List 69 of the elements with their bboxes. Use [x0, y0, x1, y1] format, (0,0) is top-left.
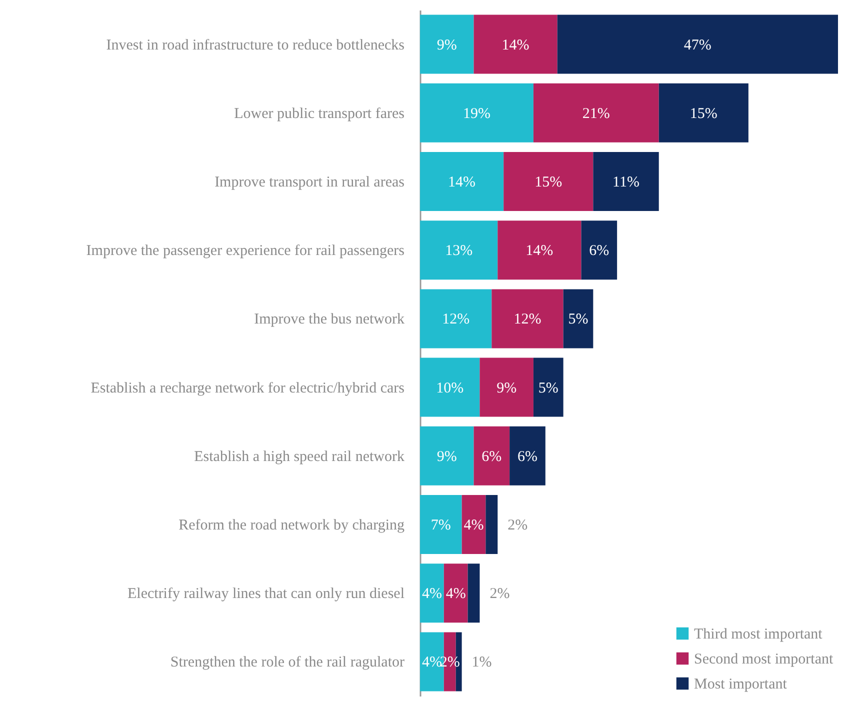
data-label: 14%	[526, 243, 554, 260]
data-label: 4%	[422, 586, 442, 602]
data-label: 5%	[538, 380, 558, 396]
bar	[420, 358, 480, 417]
data-label: 12%	[514, 312, 542, 328]
bar	[533, 358, 564, 417]
bar	[420, 289, 492, 348]
data-label: 10%	[436, 380, 464, 396]
y-tick-label: Establish a recharge network for electric/hybrid cars	[90, 380, 405, 396]
y-tick-label: Improve transport in rural areas	[214, 174, 405, 190]
bar	[420, 426, 474, 486]
data-label: 9%	[436, 448, 457, 465]
data-label: 2%	[490, 586, 510, 602]
bar	[557, 14, 838, 74]
legend-label: Third most important	[694, 626, 824, 642]
bar	[420, 83, 534, 142]
bar	[492, 289, 564, 348]
bar	[474, 14, 558, 74]
y-tick-label: Improve the passenger experience for rail passengers	[86, 243, 405, 260]
y-tick-label: Establish a high speed rail network	[194, 448, 405, 465]
data-label: 4%	[464, 518, 484, 534]
data-label: 12%	[442, 312, 470, 328]
data-label: 13%	[445, 243, 473, 260]
legend-label: Most important	[694, 676, 788, 692]
bar	[486, 495, 498, 554]
bar	[420, 495, 462, 554]
y-tick-label: Reform the road network by charging	[178, 518, 405, 534]
bar	[474, 426, 510, 486]
bar	[468, 564, 480, 623]
bar	[444, 564, 468, 623]
bar	[533, 83, 659, 142]
bar	[462, 495, 486, 554]
bar	[498, 220, 582, 280]
bar	[593, 152, 659, 211]
bar	[510, 426, 546, 486]
data-label: 15%	[534, 174, 562, 190]
data-label: 15%	[690, 106, 718, 122]
data-label: 21%	[582, 106, 610, 122]
data-label: 4%	[446, 586, 466, 602]
y-tick-label: Improve the bus network	[254, 312, 405, 328]
data-label: 14%	[448, 174, 476, 190]
y-tick-label: Lower public transport fares	[234, 106, 405, 122]
data-label: 47%	[684, 37, 712, 54]
bar	[420, 564, 444, 623]
bar	[420, 14, 474, 74]
data-label: 6%	[589, 243, 610, 260]
data-label: 19%	[462, 106, 490, 122]
data-label: 7%	[430, 518, 451, 534]
bar	[504, 152, 594, 211]
data-label: 1%	[472, 654, 492, 671]
y-tick-label: Invest in road infrastructure to reduce bottlenecks	[106, 37, 405, 54]
data-label: 6%	[482, 448, 502, 465]
data-label: 6%	[517, 448, 538, 465]
bar	[563, 289, 594, 348]
data-label: 9%	[436, 37, 457, 54]
data-label: 9%	[496, 380, 517, 396]
data-label: 14%	[502, 37, 530, 54]
bar	[658, 83, 748, 142]
bar	[480, 358, 534, 417]
data-label: 4%	[422, 654, 442, 671]
data-label: 5%	[568, 312, 588, 328]
y-tick-label: Strengthen the role of the rail ragulator	[170, 654, 404, 671]
data-label: 2%	[508, 518, 528, 534]
y-tick-label: Electrify railway lines that can only run diesel	[128, 586, 404, 602]
bar	[420, 152, 504, 211]
bar	[420, 220, 498, 280]
bar	[581, 220, 618, 280]
legend-label: Second most important	[694, 652, 834, 668]
data-label: 11%	[612, 174, 640, 190]
